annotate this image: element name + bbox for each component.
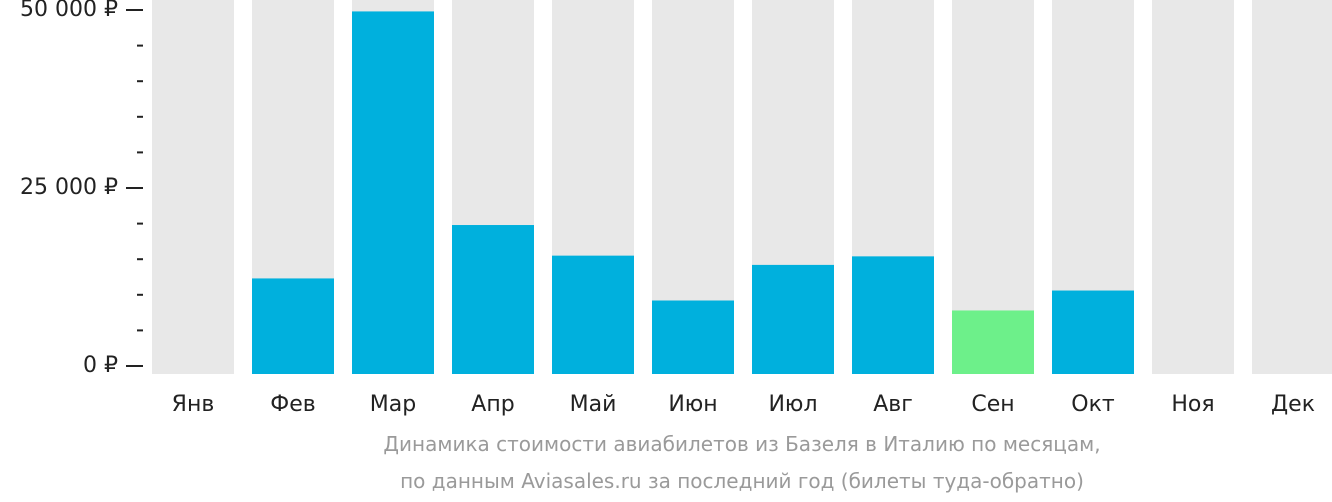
x-axis-labels: Янв Фев Мар Апр Май Июн Июл Авг Сен Окт Ноя Дек (172, 392, 1315, 417)
x-tick-label: Окт (1071, 392, 1115, 417)
x-tick-label: Янв (172, 392, 215, 417)
x-tick-label: Мар (370, 392, 416, 417)
x-tick-label: Дек (1271, 392, 1315, 417)
y-tick-label: 0 ₽ (83, 353, 118, 378)
bar-Апр (452, 225, 534, 374)
x-tick-label: Апр (471, 392, 514, 417)
x-tick-label: Июн (668, 392, 717, 417)
background-bar (152, 0, 234, 374)
background-bar (1152, 0, 1234, 374)
x-tick-label: Июл (768, 392, 817, 417)
y-tick-label: 25 000 ₽ (20, 175, 118, 200)
y-tick-label: 50 000 ₽ (20, 0, 118, 22)
bar-Окт (1052, 290, 1134, 374)
bar-Июл (752, 264, 834, 374)
bar-Июн (652, 300, 734, 374)
bar-Авг (852, 256, 934, 374)
bar-Фев (252, 278, 334, 374)
bar-Сен (952, 310, 1034, 374)
x-tick-label: Ноя (1171, 392, 1214, 417)
caption-line-2: по данным Aviasales.ru за последний год … (400, 469, 1084, 493)
data-bars (252, 11, 1134, 374)
x-tick-label: Фев (270, 392, 315, 417)
x-tick-label: Авг (873, 392, 913, 417)
x-tick-label: Май (570, 392, 617, 417)
bar-Май (552, 255, 634, 374)
caption-line-1: Динамика стоимости авиабилетов из Базеля… (383, 432, 1100, 456)
x-tick-label: Сен (971, 392, 1014, 417)
y-axis: 0 ₽ 25 000 ₽ 50 000 ₽ (20, 0, 143, 378)
background-bar (1252, 0, 1332, 374)
bar-Мар (352, 11, 434, 374)
